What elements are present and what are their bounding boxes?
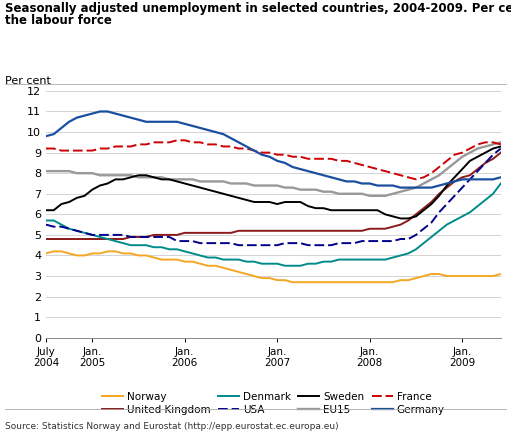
Legend: Norway, United Kingdom, Denmark, USA, Sweden, EU15, France, Germany: Norway, United Kingdom, Denmark, USA, Sw… <box>98 388 449 419</box>
Text: Source: Statistics Norway and Eurostat (http://epp.eurostat.ec.europa.eu): Source: Statistics Norway and Eurostat (… <box>5 422 339 431</box>
Text: the labour force: the labour force <box>5 14 112 27</box>
Text: Seasonally adjusted unemployment in selected countries, 2004-2009. Per cent of: Seasonally adjusted unemployment in sele… <box>5 2 511 15</box>
Text: Per cent: Per cent <box>5 76 51 86</box>
